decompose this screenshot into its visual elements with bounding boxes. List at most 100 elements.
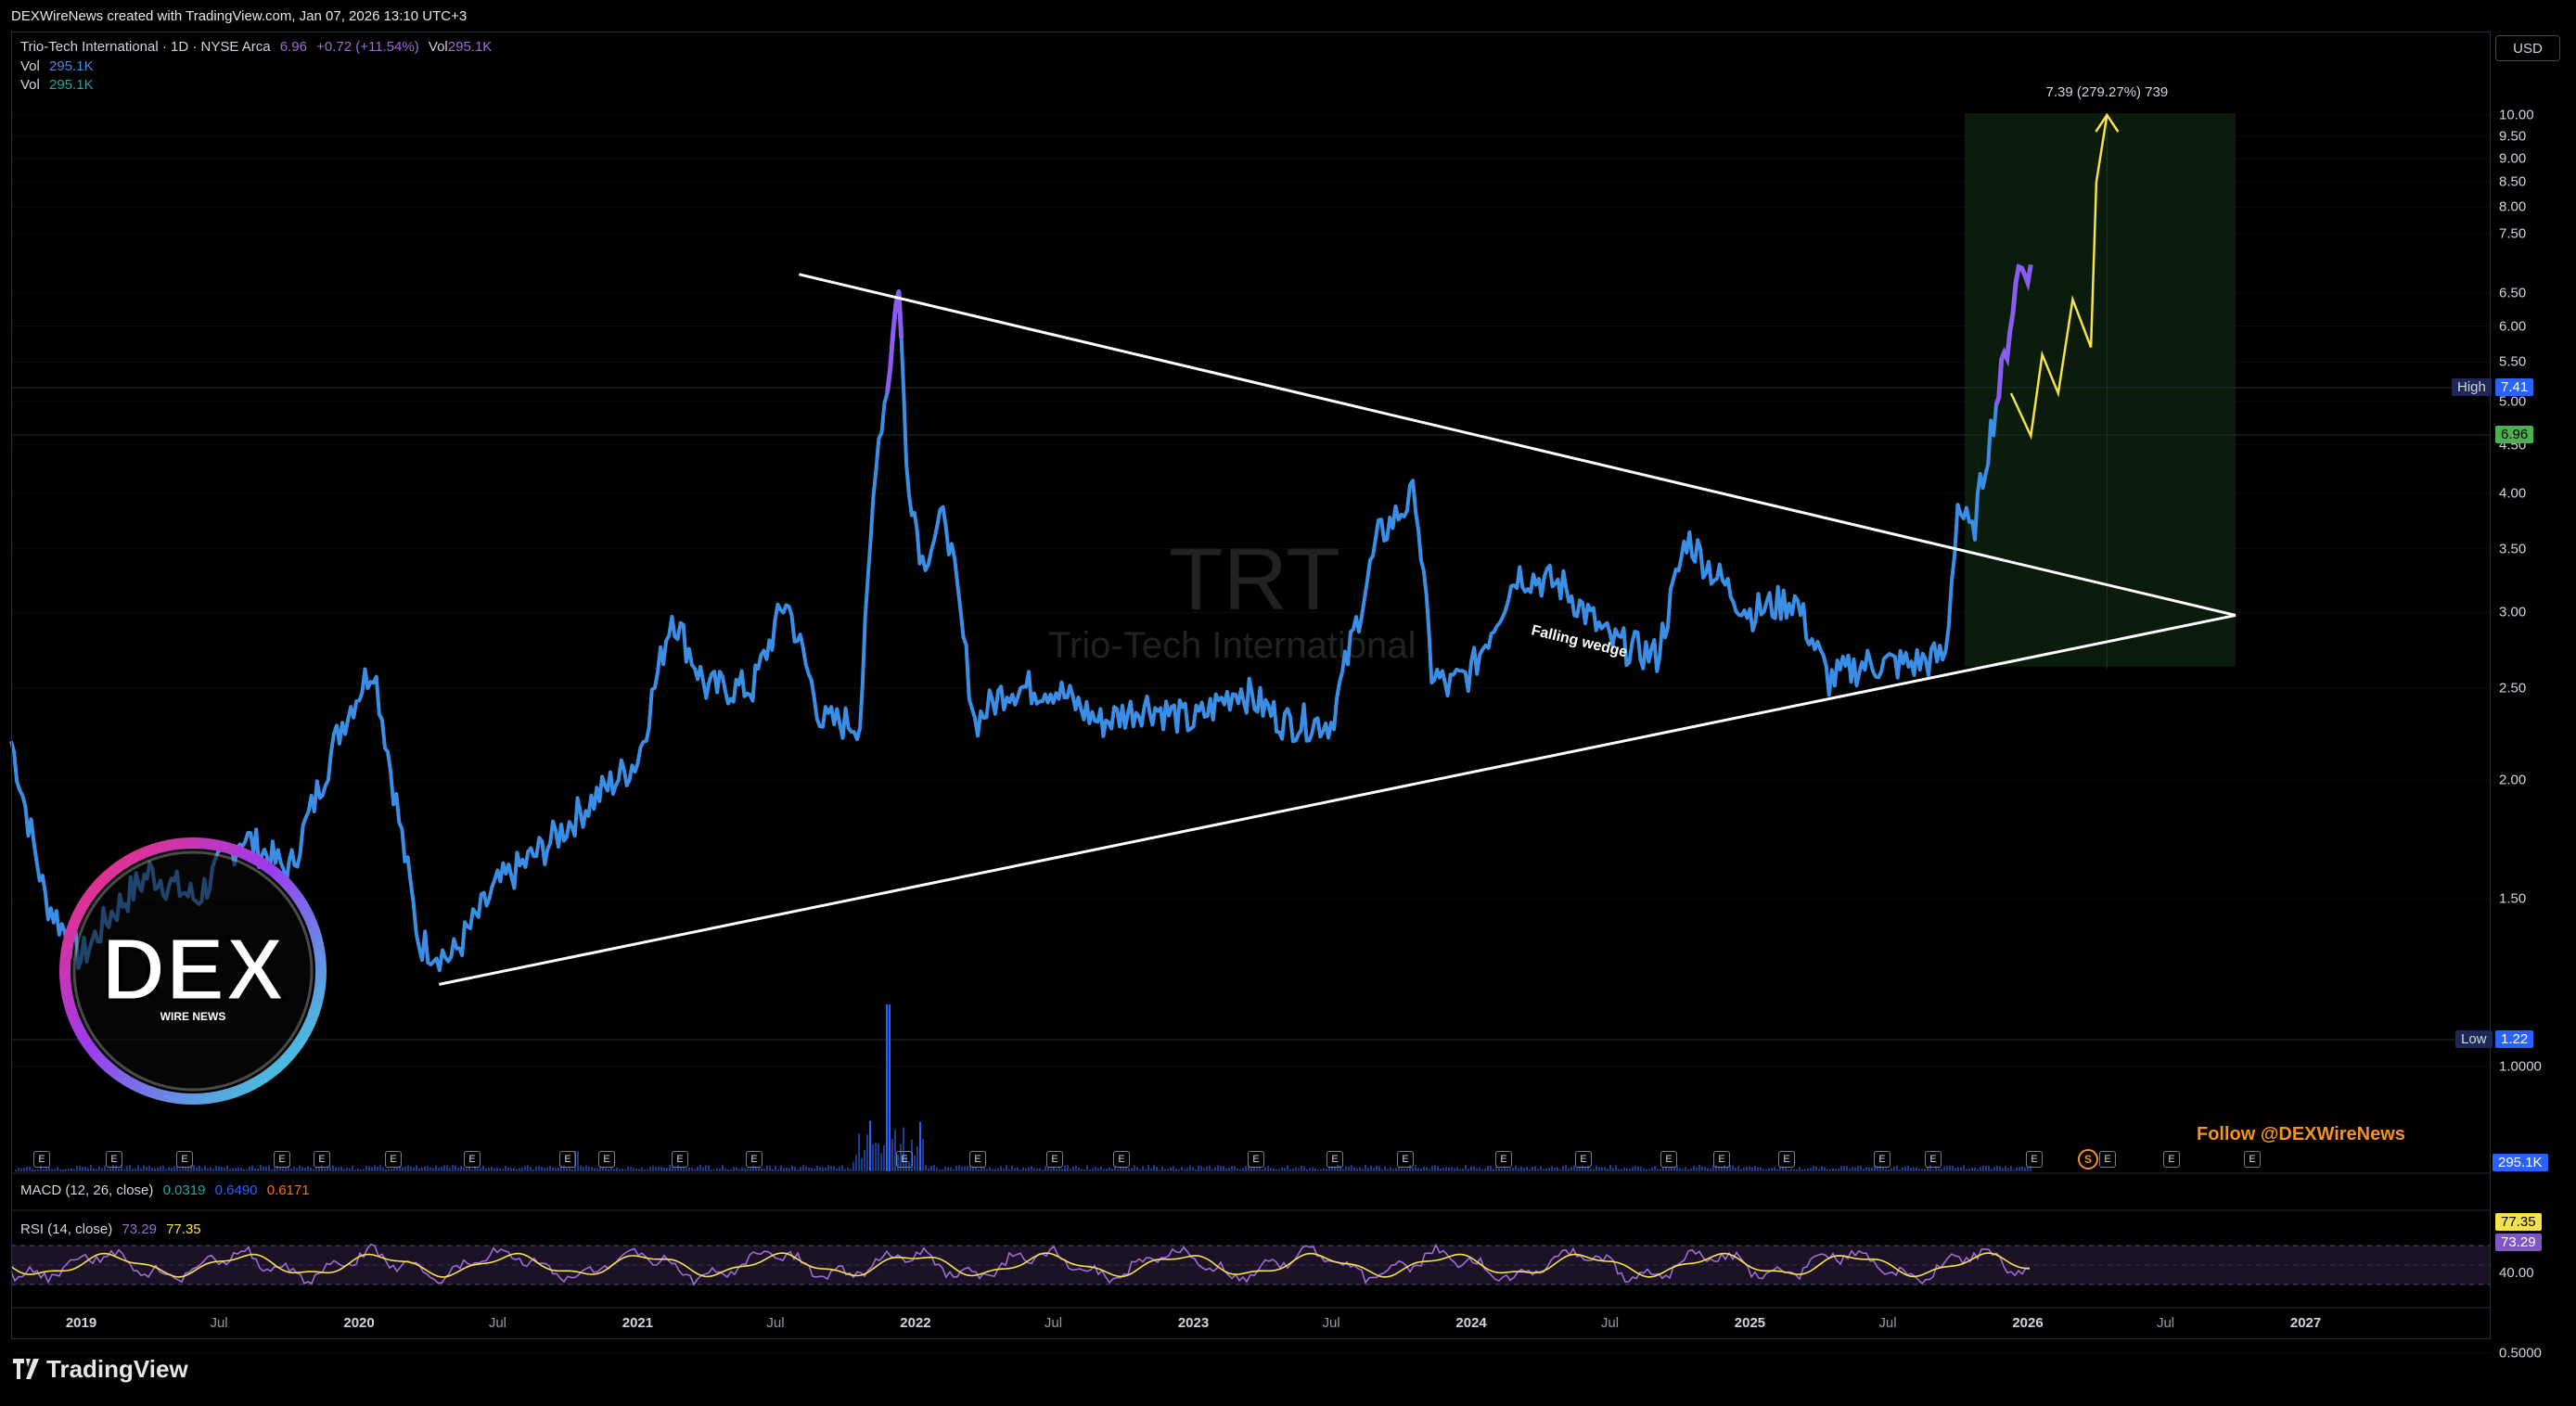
volume-legend-1[interactable]: Vol 295.1K xyxy=(20,58,99,74)
rsi-legend[interactable]: RSI (14, close) 73.29 77.35 xyxy=(20,1221,207,1237)
volume-bar xyxy=(371,1167,373,1171)
earnings-badge[interactable]: E xyxy=(2163,1151,2180,1168)
volume-bar xyxy=(429,1167,431,1171)
volume-bar xyxy=(457,1167,459,1171)
macd-legend[interactable]: MACD (12, 26, close) 0.0319 0.6490 0.617… xyxy=(20,1182,315,1198)
earnings-badge[interactable]: E xyxy=(1326,1151,1343,1168)
earnings-badge[interactable]: E xyxy=(1713,1151,1730,1168)
volume-bar xyxy=(1751,1167,1753,1171)
earnings-badge[interactable]: E xyxy=(1248,1151,1264,1168)
volume-bar xyxy=(997,1168,999,1171)
volume-bar xyxy=(1640,1166,1642,1171)
split-badge[interactable]: S xyxy=(2078,1149,2098,1170)
volume-bar xyxy=(1941,1169,1942,1171)
earnings-badge[interactable]: E xyxy=(1495,1151,1512,1168)
volume-bar xyxy=(1985,1165,1987,1171)
volume-legend-2[interactable]: Vol 295.1K xyxy=(20,77,99,93)
volume-bar xyxy=(1284,1168,1286,1171)
earnings-badge[interactable]: E xyxy=(896,1151,913,1168)
volume-bar xyxy=(79,1166,81,1171)
volume-bar xyxy=(360,1169,362,1171)
volume-bar xyxy=(1248,1165,1250,1171)
volume-bar xyxy=(1852,1167,1853,1171)
volume-bar xyxy=(496,1167,498,1171)
earnings-badge[interactable]: E xyxy=(1046,1151,1063,1168)
volume-bar xyxy=(1590,1169,1592,1171)
volume-bar xyxy=(519,1168,520,1171)
earnings-badge[interactable]: E xyxy=(1113,1151,1130,1168)
earnings-badge[interactable]: E xyxy=(1778,1151,1795,1168)
volume-bar xyxy=(641,1167,643,1171)
volume-bar xyxy=(1415,1165,1416,1171)
volume-bar xyxy=(989,1167,991,1171)
earnings-badge[interactable]: E xyxy=(314,1151,330,1168)
volume-bar xyxy=(1351,1165,1352,1171)
volume-bar xyxy=(45,1167,47,1171)
volume-bar xyxy=(34,1169,36,1171)
earnings-badge[interactable]: E xyxy=(559,1151,576,1168)
earnings-badge[interactable]: E xyxy=(1874,1151,1890,1168)
volume-bar xyxy=(1426,1167,1428,1171)
time-tick-label: 2023 xyxy=(1177,1315,1210,1331)
earnings-badge[interactable]: E xyxy=(1397,1151,1414,1168)
earnings-badge[interactable]: E xyxy=(1925,1151,1942,1168)
earnings-badge[interactable]: E xyxy=(598,1151,615,1168)
volume-bar xyxy=(1726,1167,1728,1171)
volume-bar xyxy=(1977,1169,1979,1171)
earnings-badge[interactable]: E xyxy=(969,1151,986,1168)
earnings-badge[interactable]: E xyxy=(464,1151,481,1168)
volume-bar xyxy=(1690,1168,1692,1171)
volume-bar xyxy=(427,1166,429,1171)
volume-bar xyxy=(1927,1167,1929,1171)
volume-bar xyxy=(1465,1165,1467,1171)
volume-bar xyxy=(1621,1169,1622,1171)
earnings-badge[interactable]: E xyxy=(2026,1151,2043,1168)
earnings-badge[interactable]: E xyxy=(176,1151,193,1168)
volume-bar xyxy=(96,1169,97,1171)
earnings-badge[interactable]: E xyxy=(1660,1151,1677,1168)
volume-bar xyxy=(883,1144,885,1171)
chart-credit: DEXWireNews created with TradingView.com… xyxy=(11,8,468,24)
volume-bar xyxy=(1306,1169,1308,1171)
volume-bar xyxy=(1693,1166,1695,1171)
earnings-badge[interactable]: E xyxy=(385,1151,402,1168)
volume-bar xyxy=(196,1167,198,1171)
volume-bar xyxy=(1164,1169,1166,1171)
volume-bar xyxy=(2002,1168,2004,1171)
volume-bar xyxy=(1326,1169,1327,1171)
volume-bar xyxy=(610,1166,612,1171)
symbol-legend[interactable]: Trio-Tech International · 1D · NYSE Arca… xyxy=(20,39,497,55)
volume-bar xyxy=(1039,1168,1041,1171)
volume-bar xyxy=(296,1167,298,1171)
earnings-badge[interactable]: E xyxy=(106,1151,122,1168)
volume-bar xyxy=(301,1167,303,1171)
volume-bar xyxy=(1946,1166,1948,1171)
volume-bar xyxy=(1721,1166,1723,1171)
volume-bar xyxy=(1765,1169,1767,1171)
rsi-axis-40: 40.00 xyxy=(2499,1265,2534,1281)
volume-bar xyxy=(1512,1167,1514,1171)
volume-bar xyxy=(1954,1168,1956,1171)
volume-bar xyxy=(20,1168,22,1171)
earnings-badge[interactable]: E xyxy=(1575,1151,1592,1168)
earnings-badge[interactable]: E xyxy=(2099,1151,2116,1168)
volume-bar xyxy=(1790,1168,1792,1171)
earnings-badge[interactable]: E xyxy=(33,1151,50,1168)
volume-bar xyxy=(622,1168,623,1171)
earnings-badge[interactable]: E xyxy=(672,1151,688,1168)
volume-bar xyxy=(1760,1167,1762,1171)
volume-bar xyxy=(1298,1168,1300,1171)
volume-bar xyxy=(1014,1168,1016,1171)
volume-label: Vol xyxy=(20,77,40,93)
currency-button[interactable]: USD xyxy=(2495,35,2560,61)
volume-bar xyxy=(148,1165,150,1171)
volume-bar xyxy=(29,1166,31,1171)
volume-bar xyxy=(84,1167,86,1171)
earnings-badge[interactable]: E xyxy=(746,1151,763,1168)
tradingview-logo[interactable]: TradingView xyxy=(13,1355,188,1384)
earnings-badge[interactable]: E xyxy=(274,1151,290,1168)
earnings-badge[interactable]: E xyxy=(2244,1151,2261,1168)
volume-bar xyxy=(1328,1166,1330,1171)
volume-bar xyxy=(1573,1165,1575,1171)
